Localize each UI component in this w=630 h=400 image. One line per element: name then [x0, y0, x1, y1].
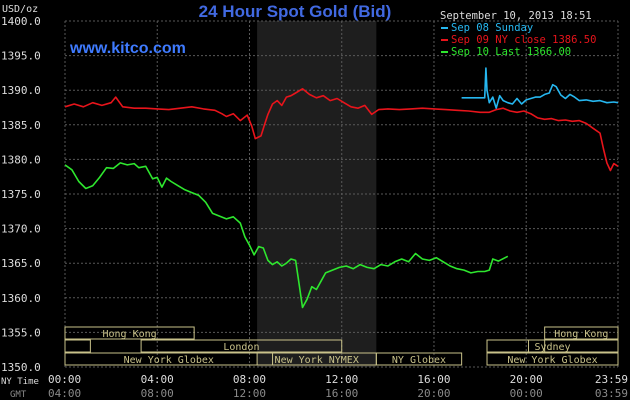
session-label: Hong Kong	[554, 329, 608, 340]
session-label: New York NYMEX	[275, 355, 359, 366]
nymex-shaded-region	[257, 21, 377, 367]
grid-lines	[64, 20, 619, 368]
y-tick-label: 1380.0	[1, 153, 41, 166]
y-tick-label: 1375.0	[1, 188, 41, 201]
price-series	[64, 67, 619, 309]
y-axis-ticks: 1400.0 1395.0 1390.0 1385.0 1380.0 1375.0 1370…	[1, 15, 41, 374]
y-tick-label: 1395.0	[1, 50, 41, 63]
legend-entry: Sep 08 Sunday	[451, 22, 533, 34]
trading-sessions: Hong Kong London New York Globex New York N…	[64, 326, 619, 366]
session-label: London	[223, 342, 259, 353]
x-axis-ticks: 00:00 04:00 08:00 12:00 16:00 20:00 23:59	[48, 373, 628, 386]
y-tick-label: 1400.0	[1, 15, 41, 28]
gmt-tick-label: 16:00	[325, 387, 358, 400]
x-tick-label: 00:00	[48, 373, 81, 386]
gmt-tick-label: 04:00	[48, 387, 81, 400]
session-box	[486, 352, 619, 366]
legend-entry: Sep 09 NY close 1386.50	[451, 34, 596, 46]
ny-time-label: NY Time	[1, 377, 39, 387]
gmt-tick-label: 12:00	[233, 387, 266, 400]
session-box	[544, 339, 619, 353]
session-label: Sydney	[534, 342, 570, 353]
gmt-tick-label: 20:00	[417, 387, 450, 400]
series-line-1	[64, 88, 619, 172]
session-box	[64, 326, 195, 340]
y-tick-label: 1390.0	[1, 84, 41, 97]
gmt-tick-label: 00:00	[510, 387, 543, 400]
x-tick-label: 23:59	[595, 373, 628, 386]
y-tick-label: 1385.0	[1, 119, 41, 132]
gmt-label: GMT	[10, 390, 27, 400]
session-box	[375, 352, 463, 366]
session-box	[140, 339, 343, 353]
y-tick-label: 1370.0	[1, 223, 41, 236]
session-label: Hong Kong	[102, 329, 156, 340]
gmt-tick-label: 03:59	[595, 387, 628, 400]
legend-entry: Sep 10 Last 1366.00	[451, 46, 571, 58]
x-tick-label: 12:00	[325, 373, 358, 386]
x-tick-label: 16:00	[417, 373, 450, 386]
timestamp: September 10, 2013 18:51	[440, 10, 592, 22]
session-box	[544, 326, 619, 340]
y-tick-label: 1365.0	[1, 257, 41, 270]
site-link[interactable]: www.kitco.com	[69, 40, 186, 57]
gmt-tick-label: 08:00	[141, 387, 174, 400]
session-label: New York Globex	[124, 355, 214, 366]
chart-title: 24 Hour Spot Gold (Bid)	[199, 2, 392, 21]
x-tick-label: 04:00	[141, 373, 174, 386]
y-tick-label: 1355.0	[1, 326, 41, 339]
session-label: NY Globex	[392, 355, 446, 366]
y-tick-label: 1360.0	[1, 292, 41, 305]
session-box	[64, 352, 274, 366]
series-line-2	[64, 162, 509, 309]
series-line-0	[461, 67, 619, 109]
x-tick-label: 20:00	[510, 373, 543, 386]
unit-label: USD/oz	[2, 4, 38, 15]
session-label: New York Globex	[507, 355, 597, 366]
gmt-axis-ticks: 04:00 08:00 12:00 16:00 20:00 00:00 03:59	[48, 387, 628, 400]
y-tick-label: 1350.0	[1, 361, 41, 374]
session-box	[64, 339, 91, 353]
x-tick-label: 08:00	[233, 373, 266, 386]
